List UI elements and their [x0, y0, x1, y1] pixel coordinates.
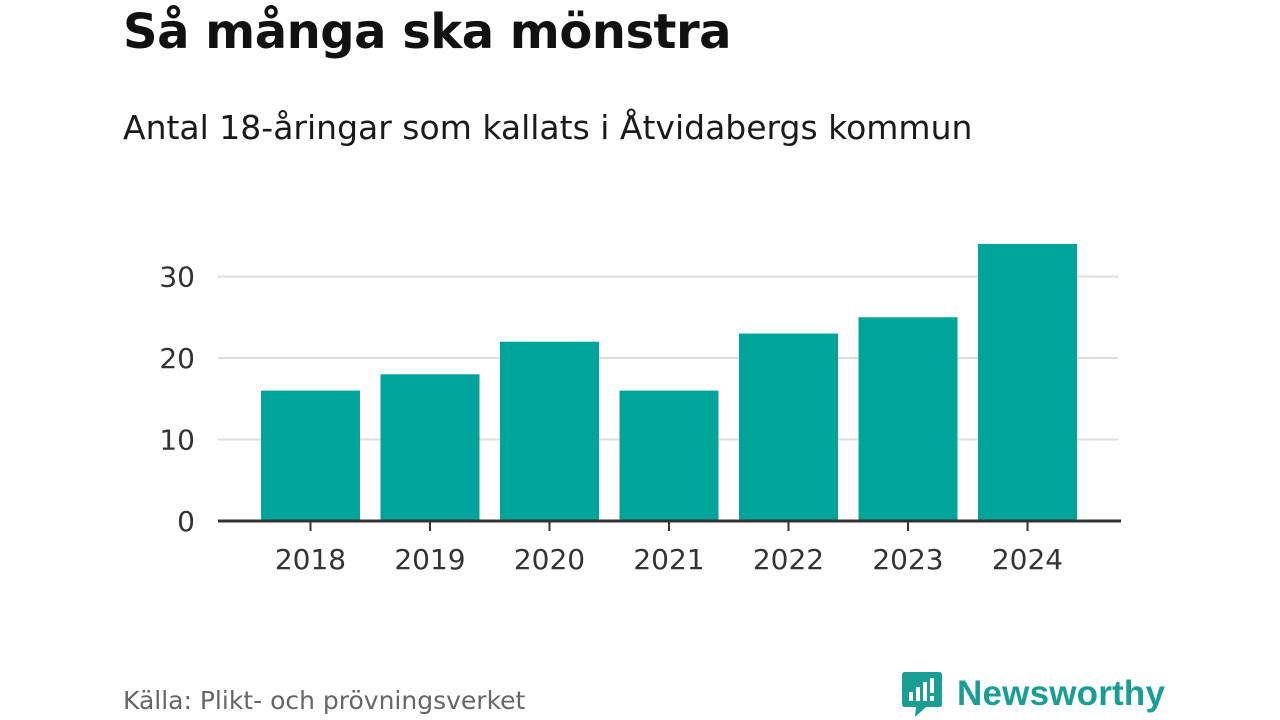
brand-name: Newsworthy — [957, 674, 1166, 713]
source-note: Källa: Plikt- och prövningsverket — [123, 686, 526, 715]
x-tick-label: 2019 — [394, 543, 465, 576]
x-tick-label: 2020 — [514, 543, 585, 576]
chart-title: Så många ska mönstra — [123, 4, 732, 60]
y-tick-label: 10 — [159, 424, 195, 457]
bar — [380, 374, 480, 521]
y-axis-ticks: 0 10 20 30 — [159, 261, 195, 539]
bar — [261, 390, 360, 521]
y-tick-label: 30 — [159, 261, 195, 294]
bar — [858, 317, 958, 521]
x-tick-label: 2022 — [753, 543, 824, 576]
x-tick-label: 2021 — [633, 543, 704, 576]
newsworthy-logo-icon — [902, 672, 942, 717]
brand-logo: Newsworthy — [901, 670, 1165, 718]
y-tick-label: 0 — [177, 505, 195, 538]
bar — [500, 341, 599, 521]
bars — [261, 243, 1077, 521]
x-tick-label: 2024 — [992, 543, 1063, 576]
x-axis-ticks: 2018 2019 2020 2021 2022 2023 2024 — [275, 521, 1063, 576]
y-tick-label: 20 — [159, 342, 195, 375]
bar — [978, 243, 1077, 521]
x-tick-label: 2018 — [275, 543, 346, 576]
bar — [739, 333, 838, 521]
chart-subtitle: Antal 18-åringar som kallats i Åtvidaber… — [123, 108, 973, 147]
bar — [619, 390, 719, 521]
x-tick-label: 2023 — [872, 543, 943, 576]
